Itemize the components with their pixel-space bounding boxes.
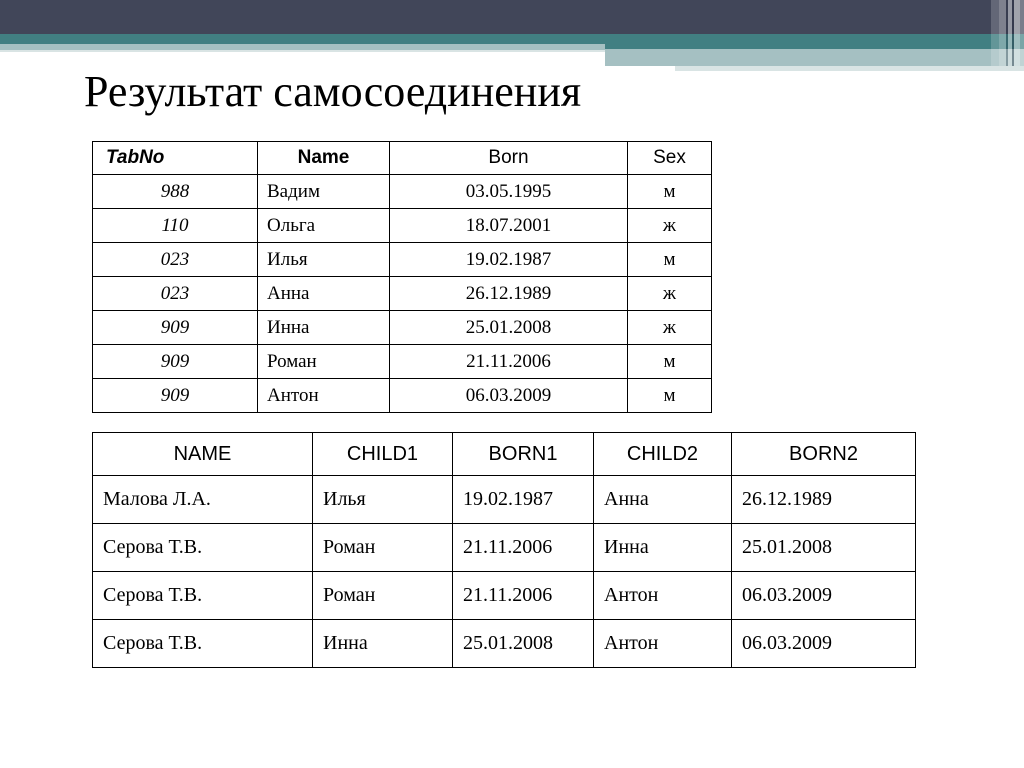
t2-header-child1: CHILD1 bbox=[312, 432, 453, 476]
t1-cell-sex: м bbox=[627, 242, 712, 277]
t1-cell-sex: ж bbox=[627, 276, 712, 311]
t1-cell-tabno: 909 bbox=[92, 310, 258, 345]
t1-cell-tabno: 023 bbox=[92, 242, 258, 277]
t2-header-born2: BORN2 bbox=[731, 432, 916, 476]
vertical-stripe-decoration bbox=[1008, 0, 1012, 66]
header-dark-bar bbox=[0, 0, 1024, 34]
t2-cell-name: Малова Л.А. bbox=[92, 475, 313, 524]
table-row: Серова Т.В. Инна 25.01.2008 Антон 06.03.… bbox=[92, 619, 916, 668]
t1-cell-born: 21.11.2006 bbox=[389, 344, 628, 379]
result-table-header-row: NAME CHILD1 BORN1 CHILD2 BORN2 bbox=[92, 432, 916, 476]
header-left-light-stripe bbox=[0, 44, 605, 50]
t2-cell-born2: 25.01.2008 bbox=[731, 523, 916, 572]
t1-cell-name: Роман bbox=[257, 344, 390, 379]
vertical-stripe-decoration bbox=[999, 0, 1006, 66]
self-join-result-table: NAME CHILD1 BORN1 CHILD2 BORN2 Малова Л.… bbox=[92, 432, 916, 668]
vertical-stripe-decoration bbox=[1012, 0, 1014, 66]
t1-cell-name: Ольга bbox=[257, 208, 390, 243]
t1-cell-born: 19.02.1987 bbox=[389, 242, 628, 277]
t1-cell-born: 25.01.2008 bbox=[389, 310, 628, 345]
t1-cell-tabno: 909 bbox=[92, 378, 258, 413]
t2-cell-born1: 21.11.2006 bbox=[452, 571, 594, 620]
t2-cell-name: Серова Т.В. bbox=[92, 523, 313, 572]
t1-cell-tabno: 023 bbox=[92, 276, 258, 311]
t1-cell-name: Анна bbox=[257, 276, 390, 311]
t1-cell-born: 18.07.2001 bbox=[389, 208, 628, 243]
t1-cell-sex: м bbox=[627, 344, 712, 379]
t2-cell-child1: Роман bbox=[312, 523, 453, 572]
header-teal-bar bbox=[0, 34, 1024, 44]
t1-cell-born: 03.05.1995 bbox=[389, 174, 628, 209]
table-row: 110 Ольга 18.07.2001 ж bbox=[92, 208, 712, 243]
header-right-pale-block bbox=[675, 66, 1024, 71]
t2-cell-born2: 06.03.2009 bbox=[731, 619, 916, 668]
table-row: Серова Т.В. Роман 21.11.2006 Инна 25.01.… bbox=[92, 523, 916, 572]
table-row: 909 Инна 25.01.2008 ж bbox=[92, 310, 712, 345]
t2-cell-child2: Антон bbox=[593, 619, 732, 668]
table-row: 909 Роман 21.11.2006 м bbox=[92, 344, 712, 379]
t2-cell-child2: Антон bbox=[593, 571, 732, 620]
t2-header-name: NAME bbox=[92, 432, 313, 476]
vertical-stripe-decoration bbox=[991, 0, 999, 66]
t2-cell-born1: 19.02.1987 bbox=[452, 475, 594, 524]
t1-header-name: Name bbox=[257, 141, 390, 175]
employees-table-header-row: TabNo Name Born Sex bbox=[92, 141, 712, 175]
t1-cell-tabno: 909 bbox=[92, 344, 258, 379]
t2-header-born1: BORN1 bbox=[452, 432, 594, 476]
slide-title: Результат самосоединения bbox=[84, 67, 582, 116]
employees-table: TabNo Name Born Sex 988 Вадим 03.05.1995… bbox=[92, 141, 712, 413]
t1-cell-name: Илья bbox=[257, 242, 390, 277]
t1-cell-sex: ж bbox=[627, 310, 712, 345]
t1-cell-name: Вадим bbox=[257, 174, 390, 209]
vertical-stripe-decoration bbox=[1014, 0, 1020, 66]
vertical-stripe-decoration bbox=[1020, 0, 1024, 66]
t1-cell-sex: м bbox=[627, 174, 712, 209]
t1-cell-tabno: 988 bbox=[92, 174, 258, 209]
t1-header-sex: Sex bbox=[627, 141, 712, 175]
t2-cell-born1: 21.11.2006 bbox=[452, 523, 594, 572]
table-row: 023 Илья 19.02.1987 м bbox=[92, 242, 712, 277]
t2-cell-born2: 06.03.2009 bbox=[731, 571, 916, 620]
t2-cell-child2: Анна bbox=[593, 475, 732, 524]
table-row: 909 Антон 06.03.2009 м bbox=[92, 378, 712, 413]
t1-cell-born: 26.12.1989 bbox=[389, 276, 628, 311]
header-right-teal-block bbox=[605, 44, 1024, 49]
table-row: 023 Анна 26.12.1989 ж bbox=[92, 276, 712, 311]
t1-header-tabno: TabNo bbox=[92, 141, 258, 175]
table-row: Серова Т.В. Роман 21.11.2006 Антон 06.03… bbox=[92, 571, 916, 620]
t2-header-child2: CHILD2 bbox=[593, 432, 732, 476]
t2-cell-child2: Инна bbox=[593, 523, 732, 572]
t2-cell-name: Серова Т.В. bbox=[92, 571, 313, 620]
t2-cell-child1: Илья bbox=[312, 475, 453, 524]
t1-cell-sex: м bbox=[627, 378, 712, 413]
t1-cell-name: Инна bbox=[257, 310, 390, 345]
t1-cell-name: Антон bbox=[257, 378, 390, 413]
t1-cell-born: 06.03.2009 bbox=[389, 378, 628, 413]
t1-cell-sex: ж bbox=[627, 208, 712, 243]
t1-header-born: Born bbox=[389, 141, 628, 175]
table-row: Малова Л.А. Илья 19.02.1987 Анна 26.12.1… bbox=[92, 475, 916, 524]
t2-cell-name: Серова Т.В. bbox=[92, 619, 313, 668]
t2-cell-child1: Роман bbox=[312, 571, 453, 620]
header-right-light-block bbox=[605, 49, 1024, 66]
header-left-pale-stripe bbox=[0, 50, 605, 52]
t2-cell-child1: Инна bbox=[312, 619, 453, 668]
vertical-stripe-decoration bbox=[1006, 0, 1008, 66]
t2-cell-born1: 25.01.2008 bbox=[452, 619, 594, 668]
t1-cell-tabno: 110 bbox=[92, 208, 258, 243]
t2-cell-born2: 26.12.1989 bbox=[731, 475, 916, 524]
table-row: 988 Вадим 03.05.1995 м bbox=[92, 174, 712, 209]
